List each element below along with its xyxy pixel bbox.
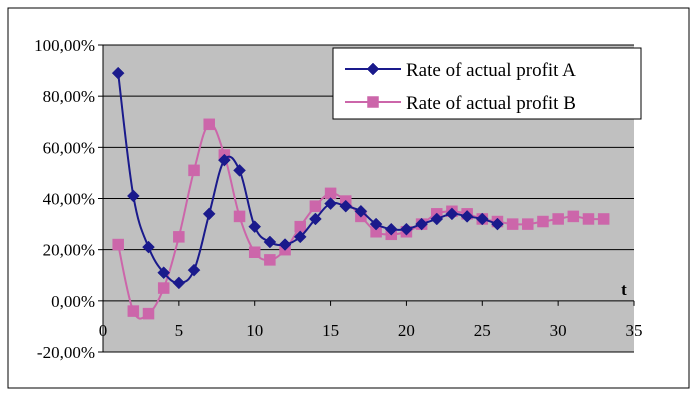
data-point bbox=[324, 187, 337, 200]
data-point bbox=[142, 240, 155, 254]
data-point bbox=[172, 276, 186, 290]
series-layer bbox=[111, 66, 610, 320]
data-point bbox=[278, 238, 292, 251]
data-point bbox=[309, 212, 322, 226]
y-tick-label: 0,00% bbox=[51, 292, 95, 311]
y-tick-label: 60,00% bbox=[43, 138, 95, 157]
x-tick-label: 20 bbox=[398, 321, 415, 340]
data-point bbox=[430, 212, 444, 226]
data-point bbox=[248, 246, 261, 258]
data-point bbox=[294, 220, 306, 233]
data-point bbox=[597, 213, 610, 225]
data-point bbox=[157, 266, 171, 280]
data-point bbox=[552, 213, 564, 225]
x-tick-label: 10 bbox=[246, 321, 263, 340]
data-point bbox=[203, 118, 215, 131]
data-point bbox=[460, 210, 474, 223]
x-axis-label: t bbox=[621, 280, 627, 299]
y-tick-label: 20,00% bbox=[43, 241, 95, 260]
x-tick-label: 30 bbox=[550, 321, 567, 340]
data-point bbox=[112, 238, 124, 251]
data-point bbox=[384, 222, 398, 236]
data-point bbox=[293, 230, 307, 244]
data-point bbox=[173, 231, 185, 243]
data-point bbox=[202, 207, 216, 221]
data-point bbox=[142, 307, 155, 320]
data-point bbox=[157, 282, 170, 294]
data-point bbox=[187, 263, 201, 277]
data-point bbox=[126, 189, 140, 203]
legend: Rate of actual profit A Rate of actual pr… bbox=[332, 47, 642, 120]
legend-label: Rate of actual profit B bbox=[406, 93, 576, 114]
y-tick-label: 80,00% bbox=[43, 87, 95, 106]
data-point bbox=[324, 197, 337, 210]
axes: -20,00% 0,00% 20,00% 40,00% 60,00% 80,00% 100,… bbox=[34, 36, 642, 362]
data-point bbox=[369, 217, 383, 231]
y-tick-label: -20,00% bbox=[37, 343, 95, 362]
data-point bbox=[491, 217, 504, 231]
x-tick-label: 25 bbox=[474, 321, 491, 340]
data-point bbox=[233, 210, 246, 223]
data-point bbox=[264, 254, 276, 266]
legend-label: Rate of actual profit A bbox=[406, 60, 576, 81]
data-point bbox=[582, 213, 595, 225]
data-point bbox=[111, 66, 125, 80]
data-point bbox=[263, 235, 277, 249]
data-point bbox=[233, 164, 246, 177]
data-point bbox=[248, 220, 262, 233]
data-point bbox=[188, 164, 200, 177]
y-tick-label: 40,00% bbox=[43, 190, 95, 209]
data-point bbox=[127, 305, 140, 317]
data-point bbox=[400, 222, 413, 236]
data-point bbox=[522, 218, 534, 230]
legend-marker bbox=[367, 96, 379, 108]
x-tick-label: 0 bbox=[99, 321, 108, 340]
legend-marker bbox=[366, 62, 380, 76]
legend-box bbox=[332, 47, 642, 120]
x-tick-label: 15 bbox=[322, 321, 339, 340]
x-tick-label: 5 bbox=[175, 321, 184, 340]
data-point bbox=[506, 218, 519, 230]
data-point bbox=[445, 207, 459, 221]
y-tick-label: 100,00% bbox=[34, 36, 95, 55]
data-point bbox=[475, 212, 489, 226]
data-point bbox=[309, 200, 322, 212]
data-point bbox=[537, 215, 549, 228]
data-point bbox=[567, 210, 580, 223]
data-point bbox=[354, 204, 368, 218]
data-point bbox=[339, 199, 353, 213]
data-point bbox=[415, 217, 428, 231]
series-a bbox=[111, 66, 504, 290]
data-point bbox=[218, 153, 231, 167]
x-tick-label: 35 bbox=[626, 321, 643, 340]
